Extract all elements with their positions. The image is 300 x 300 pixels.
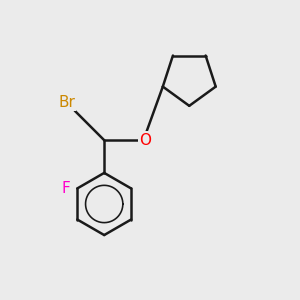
Text: O: O [139, 133, 151, 148]
Text: Br: Br [58, 95, 75, 110]
Text: F: F [61, 181, 70, 196]
